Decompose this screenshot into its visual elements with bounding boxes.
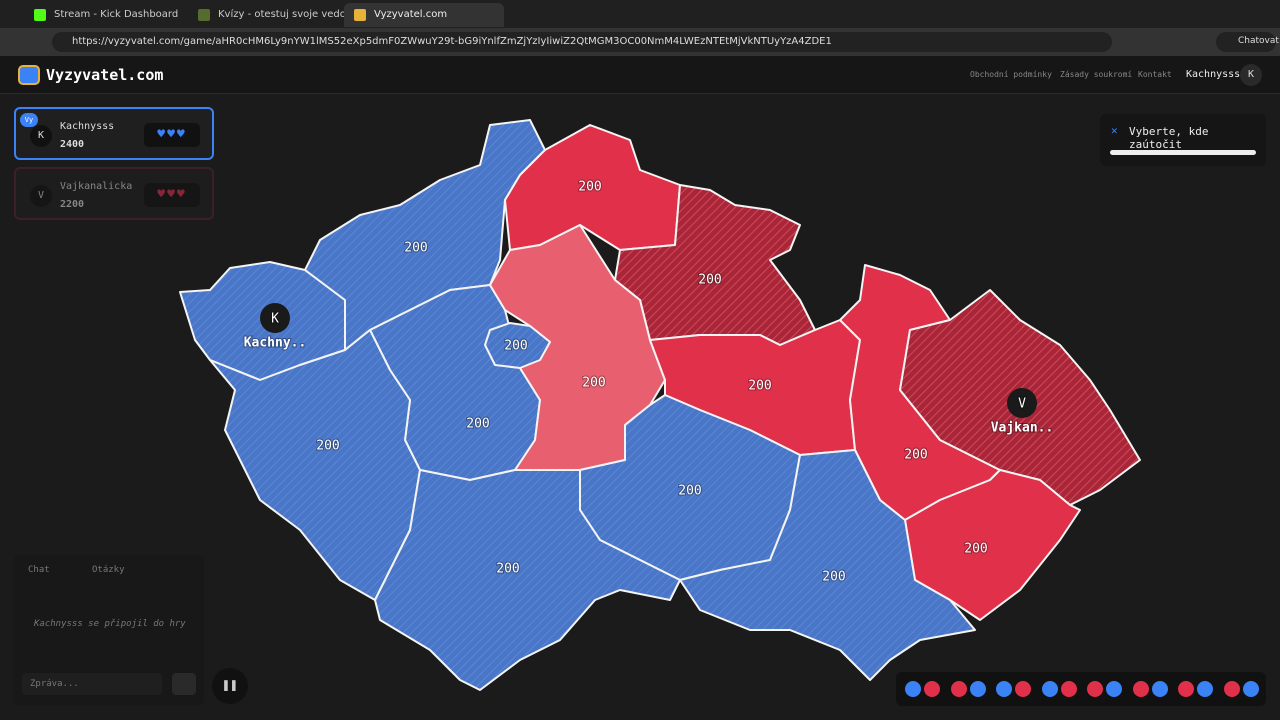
round-dot bbox=[1106, 681, 1122, 697]
lives: ♥♥♥ bbox=[144, 183, 200, 207]
round-dot bbox=[1223, 681, 1240, 697]
prompt-text: Vyberte, kde zaútočit bbox=[1129, 125, 1209, 151]
round-dot bbox=[1015, 681, 1031, 697]
site-header: Vyzyvatel.com Obchodní podmínky Zásady s… bbox=[0, 56, 1280, 94]
chat-message: Kachnysss se připojil do hry bbox=[34, 619, 186, 629]
region-value: 200 bbox=[466, 417, 489, 432]
round-dot bbox=[1060, 681, 1077, 697]
you-badge: Vy bbox=[20, 113, 38, 127]
region-value: 200 bbox=[678, 484, 701, 499]
chat-tab[interactable]: Otázky bbox=[92, 565, 125, 575]
round-dot bbox=[1151, 681, 1168, 697]
region[interactable] bbox=[484, 322, 551, 369]
player-card: V Vajkanalicka 2200 ♥♥♥ bbox=[14, 167, 214, 220]
region-value: 200 bbox=[904, 448, 927, 463]
region-value: 200 bbox=[964, 542, 987, 557]
region-value: 200 bbox=[316, 439, 339, 454]
chat-panel: Chat Otázky Kachnysss se připojil do hry… bbox=[14, 555, 204, 705]
round-dot bbox=[1132, 681, 1149, 697]
avatar[interactable]: K bbox=[1240, 64, 1262, 86]
copilot-button[interactable]: Chatovat bbox=[1216, 32, 1279, 52]
round-dot bbox=[924, 681, 940, 697]
tab-title: Kvízy - otestuj svoje vedomosti! - K bbox=[218, 9, 344, 20]
tab-bar: Stream - Kick Dashboard Kvízy - otestuj … bbox=[0, 0, 1280, 28]
prompt: ✕ Vyberte, kde zaútočit bbox=[1100, 114, 1266, 166]
chat-tab[interactable]: Chat bbox=[28, 565, 50, 575]
username[interactable]: Kachnysss bbox=[1186, 69, 1241, 80]
round-dot bbox=[996, 681, 1012, 697]
pause-button[interactable]: ❚❚ bbox=[212, 668, 248, 704]
player-initial: K bbox=[30, 125, 52, 147]
logo-icon bbox=[18, 65, 40, 85]
tab-title: Vyzyvatel.com bbox=[374, 9, 448, 20]
nav-link[interactable]: Zásady soukromí bbox=[1060, 70, 1133, 79]
lives: ♥♥♥ bbox=[144, 123, 200, 147]
region-value: 200 bbox=[822, 570, 845, 585]
marker-name: Vajkan.. bbox=[991, 421, 1054, 436]
player-marker bbox=[1007, 388, 1037, 418]
tab[interactable]: Vyzyvatel.com bbox=[344, 3, 504, 27]
player-name: Kachnysss bbox=[60, 121, 115, 132]
marker-name: Kachny.. bbox=[244, 336, 307, 351]
region-value: 200 bbox=[748, 379, 771, 394]
region[interactable] bbox=[374, 469, 681, 691]
round-dot bbox=[905, 681, 921, 697]
region-value: 200 bbox=[578, 180, 601, 195]
prompt-icon: ✕ bbox=[1111, 124, 1118, 137]
player-score: 2400 bbox=[60, 139, 85, 150]
tab-title: Stream - Kick Dashboard bbox=[54, 9, 179, 20]
tab[interactable]: Kvízy - otestuj svoje vedomosti! - K bbox=[188, 3, 344, 27]
player-marker bbox=[260, 303, 290, 333]
region-value: 200 bbox=[404, 241, 427, 256]
round-dot bbox=[1242, 681, 1259, 697]
region-value: 200 bbox=[504, 339, 527, 354]
round-dot bbox=[1087, 681, 1103, 697]
player-initial: V bbox=[30, 185, 52, 207]
round-dot bbox=[969, 681, 986, 697]
nav-link[interactable]: Obchodní podmínky bbox=[970, 70, 1052, 79]
round-dot bbox=[1178, 681, 1194, 697]
nav-link[interactable]: Kontakt bbox=[1138, 70, 1172, 79]
round-dot bbox=[950, 681, 967, 697]
player-name: Vajkanalicka bbox=[60, 181, 133, 192]
tab[interactable]: Stream - Kick Dashboard bbox=[24, 3, 188, 27]
region[interactable] bbox=[679, 449, 976, 681]
region-value: 200 bbox=[698, 273, 721, 288]
region-value: 200 bbox=[496, 562, 519, 577]
region-value: 200 bbox=[582, 376, 605, 391]
send-button[interactable] bbox=[172, 673, 196, 695]
marker-initial: V bbox=[1018, 397, 1026, 412]
url[interactable]: https://vyzyvatel.com/game/aHR0cHM6Ly9nY… bbox=[52, 32, 1112, 52]
round-history bbox=[896, 672, 1266, 706]
round-dot bbox=[1197, 681, 1213, 697]
chat-input[interactable]: Zpráva... bbox=[22, 673, 162, 695]
marker-initial: K bbox=[271, 312, 279, 327]
round-dot bbox=[1041, 681, 1058, 697]
timer-bar bbox=[1110, 150, 1256, 155]
player-score: 2200 bbox=[60, 199, 85, 210]
player-card: Vy K Kachnysss 2400 ♥♥♥ bbox=[14, 107, 214, 160]
logo[interactable]: Vyzyvatel.com bbox=[46, 66, 164, 84]
address-bar: https://vyzyvatel.com/game/aHR0cHM6Ly9nY… bbox=[0, 28, 1280, 56]
